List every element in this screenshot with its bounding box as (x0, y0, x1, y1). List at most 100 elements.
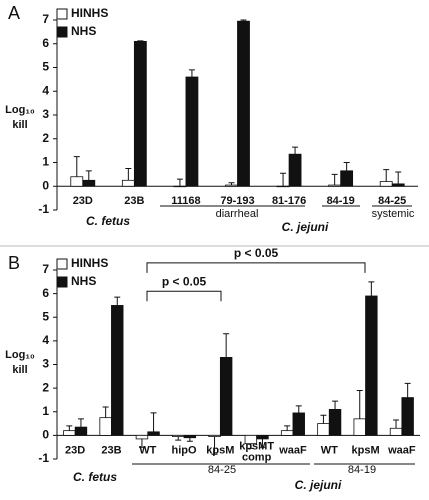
bar (353, 418, 366, 436)
legend-label: HINHS (71, 256, 108, 270)
bar (135, 434, 149, 440)
group-label: C. jejuni (282, 220, 329, 234)
error-bar (332, 400, 339, 410)
legend-swatch (56, 8, 68, 20)
x-tick-label: 84-25 (378, 195, 406, 207)
error-bar (125, 167, 132, 181)
y-axis-label: kill (12, 364, 27, 376)
y-tick-label: 1 (42, 404, 49, 418)
y-tick-label: 4 (42, 333, 49, 347)
error-bar (85, 170, 92, 181)
bar (328, 408, 342, 436)
bar (244, 434, 258, 445)
x-tick-label-line: comp (242, 451, 272, 463)
x-tick-label: 23D (65, 444, 85, 456)
significance-label: p < 0.05 (162, 274, 207, 288)
bar (133, 40, 147, 187)
group-label: 84-25 (208, 464, 236, 476)
y-tick-label: 2 (42, 380, 49, 394)
bar (276, 185, 290, 188)
y-tick-label: 2 (42, 131, 49, 145)
error-bar (247, 443, 254, 449)
error-bar (176, 178, 183, 187)
y-tick-label: 3 (42, 107, 49, 121)
bar (82, 179, 96, 187)
error-bar (395, 171, 402, 184)
legend-swatch (56, 258, 68, 270)
legend-label: NHS (71, 24, 96, 38)
y-tick-label: -1 (38, 202, 49, 216)
bar (288, 153, 302, 187)
significance-bracket (146, 290, 222, 302)
error-bar (102, 406, 109, 418)
y-tick-label: 0 (42, 178, 49, 192)
bar (99, 417, 112, 436)
y-tick-label: 5 (42, 309, 49, 323)
group-label: C. jejuni (295, 478, 342, 492)
error-bar (175, 436, 182, 441)
x-tick-label: 79-193 (220, 195, 254, 207)
error-bar (292, 146, 299, 155)
error-bar (77, 418, 84, 428)
bar (401, 397, 414, 436)
x-tick-label: 23D (73, 195, 93, 207)
group-label: 84-19 (348, 464, 376, 476)
x-tick-label: 11168 (171, 195, 200, 207)
bar (74, 426, 88, 436)
y-tick-label: 1 (42, 155, 49, 169)
bar (183, 434, 197, 439)
error-bar (280, 172, 287, 187)
y-tick-label: 4 (42, 83, 49, 97)
bar (292, 412, 305, 436)
y-tick-label: 5 (42, 60, 49, 74)
error-bar (228, 182, 235, 186)
error-bar (393, 419, 400, 429)
bar (219, 357, 233, 436)
bar (237, 20, 250, 187)
bar (280, 430, 294, 436)
error-bar (383, 169, 390, 182)
legend-label: HINHS (71, 6, 108, 20)
error-bar (211, 436, 218, 455)
error-bar (295, 405, 302, 413)
x-tick-label: waaF (387, 444, 416, 456)
x-tick-label: WT (321, 444, 338, 456)
legend-swatch (56, 26, 68, 38)
error-bar (368, 281, 375, 296)
bar (185, 76, 199, 187)
bar (340, 170, 354, 187)
error-bar (186, 437, 193, 442)
error-bar (188, 69, 195, 77)
error-bar (284, 425, 291, 431)
error-bar (73, 156, 80, 177)
group-label: C. fetus (73, 470, 117, 484)
panel-letter: B (8, 253, 20, 273)
x-tick-label: kpsM (206, 444, 234, 456)
y-tick-label: 7 (42, 12, 49, 26)
y-tick-label: 3 (42, 357, 49, 371)
error-bar (150, 412, 157, 432)
legend-label: NHS (71, 274, 96, 288)
error-bar (343, 162, 350, 171)
x-tick-label: hipO (172, 444, 197, 456)
group-label: diarrheal (216, 208, 259, 220)
error-bar (66, 425, 73, 431)
bar (391, 183, 405, 187)
y-tick-label: 0 (42, 428, 49, 442)
x-tick-label: waaF (278, 444, 307, 456)
y-axis-label: kill (12, 119, 27, 131)
error-bar (114, 296, 121, 306)
error-bar (404, 382, 411, 398)
bar (365, 295, 378, 436)
bar (317, 423, 330, 436)
bar (111, 305, 124, 436)
x-tick-label: 23B (124, 195, 144, 207)
y-axis-label: Log₁₀ (5, 104, 35, 116)
error-bar (240, 19, 247, 22)
x-tick-label: 23B (101, 444, 121, 456)
error-bar (138, 438, 145, 448)
bar (328, 184, 342, 187)
x-tick-label: 81-176 (272, 195, 306, 207)
group-label: systemic (372, 208, 415, 220)
